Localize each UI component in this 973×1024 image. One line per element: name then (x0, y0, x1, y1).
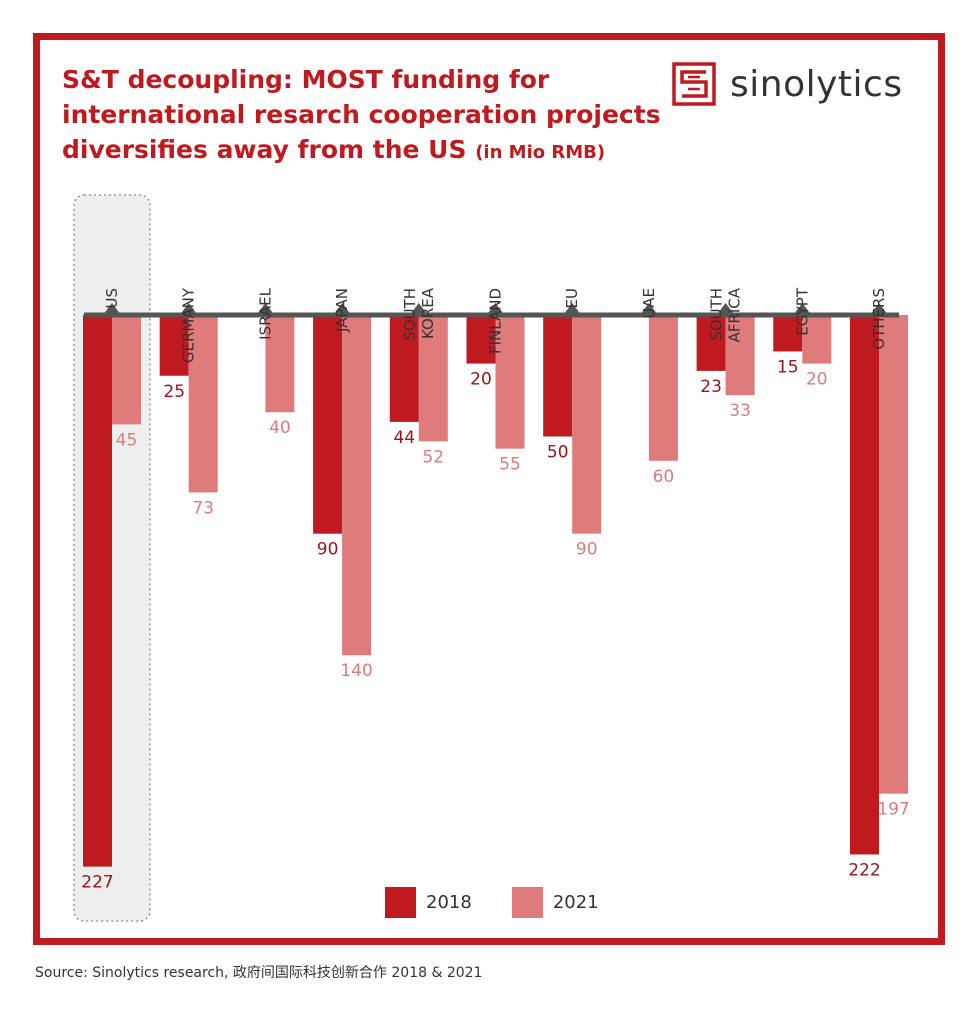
axis-marker-us (103, 303, 121, 315)
source-note: Source: Sinolytics research, 政府间国际科技创新合作… (35, 965, 483, 981)
axis-marker-south-africa (716, 303, 735, 315)
axis-marker-israel (256, 303, 275, 315)
category-label-us: US (103, 288, 121, 309)
category-label-south-korea: SOUTHKOREA (401, 287, 437, 340)
sinolytics-logo-icon (672, 62, 716, 106)
bar-south-africa-2018 (696, 315, 726, 371)
bar-germany-2021 (188, 315, 218, 493)
legend-swatch-2018 (385, 887, 416, 918)
legend: 2018 2021 (385, 887, 639, 918)
value-label-japan-2021: 140 (340, 661, 372, 681)
bar-egypt-2021 (802, 315, 832, 364)
value-label-us-2018: 227 (81, 873, 113, 893)
bar-egypt-2018 (773, 315, 803, 352)
bar-us-2018 (83, 315, 112, 867)
title-rest: MOST funding for international resarch c… (62, 65, 661, 164)
value-label-uae-2021: 60 (653, 467, 675, 487)
category-label-others: OTHERS (870, 288, 888, 350)
legend-label-2021: 2021 (552, 892, 599, 913)
legend-label-2018: 2018 (426, 892, 472, 913)
bar-eu-2021 (572, 315, 602, 534)
bar-japan-2018 (313, 315, 343, 534)
value-label-south-africa-2021: 33 (729, 401, 751, 421)
value-label-israel-2021: 40 (269, 418, 291, 438)
bar-south-korea-2018 (389, 315, 419, 422)
bar-israel-2021 (265, 315, 295, 413)
sinolytics-logo: sinolytics (672, 62, 903, 106)
bar-south-africa-2021 (725, 315, 755, 396)
bar-finland-2018 (466, 315, 496, 364)
value-label-others-2021: 197 (877, 800, 909, 820)
funding-bar-chart: 227 45 25 73 40 90 140 44 52 20 55 50 90 60 23 33 15 20 22… (73, 194, 910, 922)
category-label-germany: GERMANY (180, 287, 198, 363)
category-label-japan: JAPAN (333, 288, 351, 333)
value-label-us-2021: 45 (116, 430, 138, 450)
value-label-south-africa-2018: 23 (700, 377, 722, 397)
value-label-germany-2018: 25 (163, 382, 185, 402)
value-label-egypt-2018: 15 (777, 357, 799, 377)
bar-eu-2018 (543, 315, 573, 437)
chart-title: S&T decoupling: MOST funding for interna… (62, 62, 662, 170)
value-label-egypt-2021: 20 (806, 370, 828, 390)
legend-swatch-2021 (511, 887, 543, 918)
axis-marker-finland (486, 303, 505, 315)
value-label-japan-2018: 90 (317, 540, 339, 560)
bar-others-2021 (879, 315, 908, 794)
category-label-south-africa: SOUTHAFRICA (708, 287, 744, 342)
bar-finland-2021 (495, 315, 525, 449)
axis-marker-egypt (793, 303, 812, 315)
category-label-israel: ISRAEL (256, 287, 274, 339)
title-unit: (in Mio RMB) (475, 142, 606, 163)
value-label-germany-2021: 73 (192, 498, 214, 518)
axis-marker-eu (563, 303, 582, 315)
logo-text: sinolytics (730, 63, 903, 105)
axis-marker-south-korea (409, 303, 428, 315)
axis-marker-japan (333, 303, 352, 315)
value-label-south-korea-2018: 44 (393, 428, 415, 448)
bar-others-2018 (850, 315, 879, 855)
value-label-south-korea-2021: 52 (422, 447, 444, 467)
category-label-egypt: EGYPT (793, 287, 811, 336)
bar-uae-2021 (648, 315, 678, 461)
value-label-finland-2021: 55 (499, 455, 521, 475)
axis-marker-germany (179, 303, 198, 315)
legend-item-2021: 2021 (511, 887, 599, 918)
bar-south-korea-2021 (418, 315, 448, 442)
bar-us-2021 (112, 315, 141, 425)
value-label-finland-2018: 20 (470, 370, 492, 390)
value-label-eu-2021: 90 (576, 540, 598, 560)
axis-marker-uae (639, 303, 658, 315)
axis-marker-others (870, 303, 888, 315)
legend-item-2018: 2018 (385, 887, 472, 918)
category-label-finland: FINLAND (487, 288, 505, 354)
title-bold: S&T decoupling: (62, 65, 293, 94)
category-label-eu: EU (563, 288, 581, 308)
bar-japan-2021 (342, 315, 372, 656)
chart-frame (33, 33, 945, 945)
category-label-uae: UAE (640, 288, 658, 319)
value-label-eu-2018: 50 (547, 443, 569, 463)
bar-germany-2018 (159, 315, 189, 376)
value-label-others-2018: 222 (848, 860, 880, 880)
